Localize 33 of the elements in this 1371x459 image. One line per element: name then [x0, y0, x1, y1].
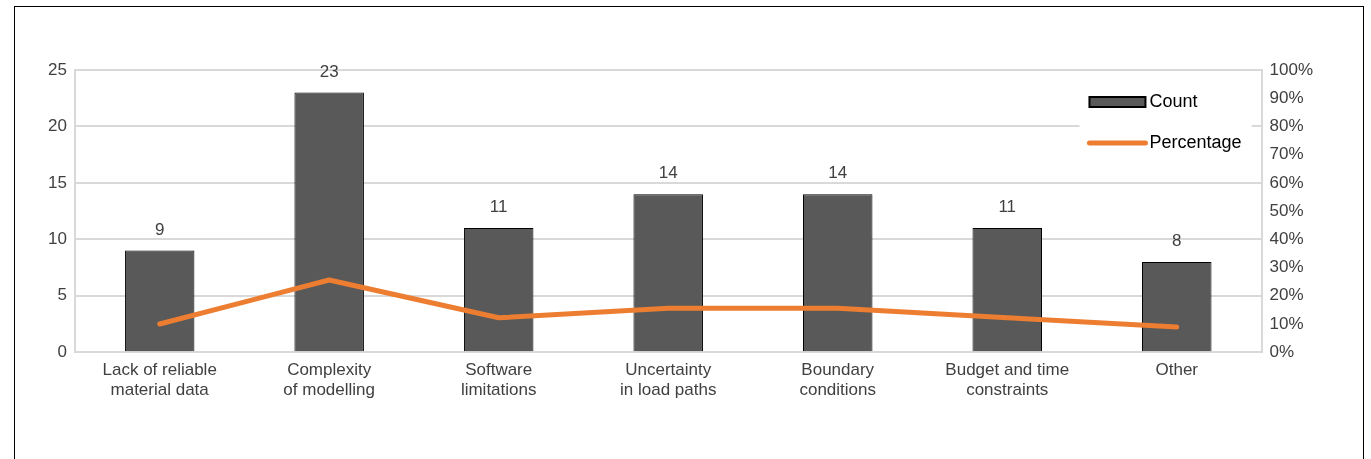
y2-tick-label: 20%	[1269, 285, 1304, 305]
y2-tick-label: 10%	[1269, 313, 1304, 333]
y-tick-label: 10	[47, 229, 67, 249]
data-label: 11	[489, 197, 508, 217]
data-label: 14	[658, 163, 678, 183]
data-label: 23	[319, 61, 339, 81]
y2-tick-label: 70%	[1269, 144, 1304, 164]
y2-tick-label: 50%	[1269, 200, 1304, 220]
y2-tick-label: 80%	[1269, 116, 1304, 136]
legend-label: Percentage	[1149, 131, 1242, 152]
y2-tick-label: 40%	[1269, 229, 1304, 249]
y2-tick-label: 100%	[1269, 59, 1313, 79]
x-tick-label: Boundary conditions	[799, 360, 877, 400]
x-tick-label: Other	[1155, 360, 1199, 380]
legend-label: Count	[1149, 90, 1198, 111]
y2-tick-label: 90%	[1269, 87, 1304, 107]
data-label: 8	[1172, 231, 1182, 251]
data-label: 14	[828, 163, 848, 183]
y-tick-label: 20	[47, 116, 67, 136]
y-tick-label: 25	[47, 59, 67, 79]
y-tick-label: 5	[57, 285, 67, 305]
x-tick-label: Software limitations	[460, 360, 537, 400]
x-tick-label: Budget and time constraints	[945, 360, 1070, 400]
y2-tick-label: 60%	[1269, 172, 1304, 192]
x-tick-label: Lack of reliable material data	[102, 360, 217, 400]
y2-tick-label: 30%	[1269, 257, 1304, 277]
x-tick-label: Complexity of modelling	[283, 360, 376, 400]
y-tick-label: 15	[47, 172, 67, 192]
x-tick-label: Uncertainty in load paths	[620, 360, 717, 400]
data-label: 9	[154, 219, 165, 239]
y2-tick-label: 0%	[1269, 341, 1295, 361]
data-label: 11	[998, 197, 1017, 217]
y-tick-label: 0	[57, 341, 67, 361]
